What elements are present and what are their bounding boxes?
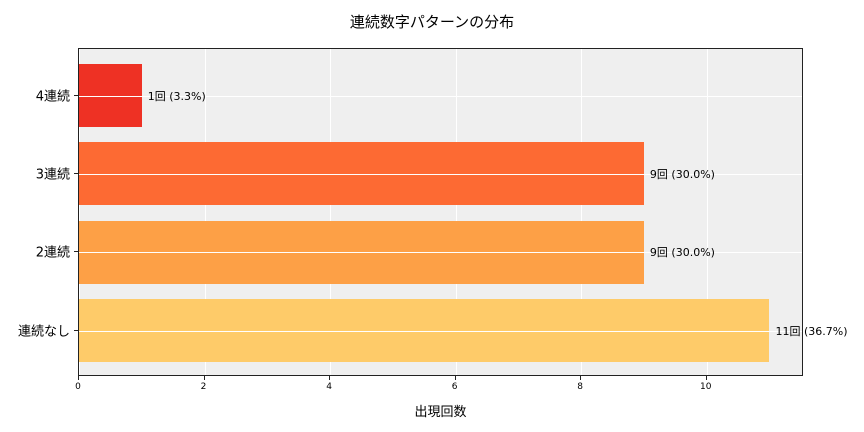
grid-line-horizontal [79,330,802,332]
bar-value-label: 9回 (30.0%) [649,246,715,259]
x-tick-label: 8 [577,382,584,392]
x-tick-mark [78,376,79,380]
y-tick-label: 連続なし [17,324,70,339]
chart-title: 連続数字パターンの分布 [349,13,515,31]
bar-value-label: 11回 (36.7%) [775,324,848,338]
grid-line-vertical [79,49,80,375]
x-tick-mark [454,376,456,380]
bar-value-label: 1回 (3.3%) [147,89,206,103]
x-tick-mark [580,376,582,380]
bar-value-label: 9回 (30.0%) [649,167,715,181]
grid-line-horizontal [79,252,802,253]
plot-area: 1回 (3.3%) 9回 (30.0%) 9回 (30.0%) 11回 (36.7%) [78,48,848,376]
grid-line-horizontal [79,173,802,175]
y-tick-label: 4連続 [35,89,70,104]
x-axis-label: 出現回数 [414,405,467,420]
y-tick-mark [74,251,78,252]
grid-line-vertical [581,49,583,375]
x-tick-label: 6 [451,382,458,392]
grid-line-vertical [455,49,457,375]
grid-line-vertical [204,49,206,375]
x-tick-label: 4 [326,382,332,392]
y-tick-label: 2連続 [35,245,70,261]
grid-line-horizontal [79,95,802,97]
grid-line-vertical [706,49,708,375]
y-tick-label: 3連続 [35,167,70,182]
y-tick-mark [74,329,78,331]
y-tick-mark [74,94,78,96]
x-tick-mark [203,376,205,380]
y-tick-mark [74,172,78,174]
x-tick-mark [329,376,331,380]
x-tick-label: 2 [200,382,207,392]
grid-line-vertical [330,49,332,375]
x-tick-label: 0 [75,382,81,392]
x-tick-label: 10 [699,382,712,392]
x-tick-mark [705,376,707,380]
